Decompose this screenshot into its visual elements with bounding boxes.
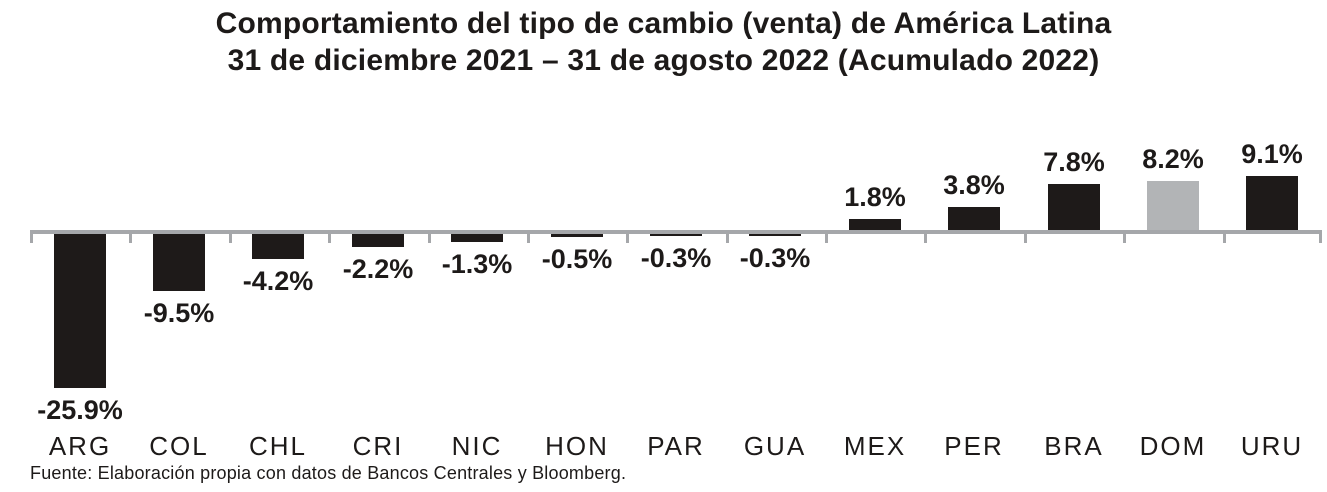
bar <box>1048 184 1100 230</box>
x-axis-line <box>30 230 1322 234</box>
axis-tick <box>726 230 729 243</box>
bar-value-label: -0.3% <box>739 243 811 273</box>
category-label: PER <box>944 431 1004 461</box>
source-note: Fuente: Elaboración propia con datos de … <box>30 463 627 483</box>
category-label: BRA <box>1044 431 1104 461</box>
axis-tick <box>229 230 232 243</box>
category-label: COL <box>149 431 209 461</box>
bar-value-label: -25.9% <box>37 395 123 425</box>
axis-tick <box>527 230 530 243</box>
bar-value-label: -1.3% <box>441 249 513 279</box>
bar <box>1147 181 1199 230</box>
category-label: CHL <box>248 431 307 461</box>
axis-tick <box>1123 230 1126 243</box>
bar-value-label: -4.2% <box>242 266 314 296</box>
bar <box>54 234 106 388</box>
axis-tick <box>924 230 927 243</box>
bar <box>749 234 801 236</box>
bar-value-label: 7.8% <box>1043 147 1105 177</box>
bar-value-label: -0.3% <box>640 243 712 273</box>
bar-value-label: 8.2% <box>1142 144 1204 174</box>
bar-value-label: -0.5% <box>541 244 613 274</box>
axis-tick <box>1223 230 1226 243</box>
bar-value-label: 9.1% <box>1241 139 1303 169</box>
bar <box>451 234 503 242</box>
category-label: CRI <box>352 431 404 461</box>
category-label: GUA <box>743 431 807 461</box>
axis-tick <box>30 230 33 243</box>
category-label: HON <box>545 431 609 461</box>
axis-tick <box>129 230 132 243</box>
bar <box>1246 176 1298 230</box>
category-label: ARG <box>48 431 112 461</box>
bar-value-label: 1.8% <box>844 182 906 212</box>
axis-tick <box>825 230 828 243</box>
axis-tick <box>626 230 629 243</box>
bar-value-label: -2.2% <box>342 254 414 284</box>
bar <box>551 234 603 237</box>
bar <box>153 234 205 291</box>
chart-title-line-2: 31 de diciembre 2021 – 31 de agosto 2022… <box>227 44 1100 77</box>
bar <box>650 234 702 236</box>
category-label: DOM <box>1139 431 1207 461</box>
axis-tick <box>428 230 431 243</box>
bar <box>352 234 404 247</box>
axis-tick <box>1319 230 1322 243</box>
axis-tick <box>1024 230 1027 243</box>
category-label: URU <box>1240 431 1304 461</box>
bar <box>948 207 1000 230</box>
bar-value-label: 3.8% <box>943 170 1005 200</box>
chart-title: Comportamiento del tipo de cambio (venta… <box>0 5 1327 79</box>
category-label: MEX <box>843 431 907 461</box>
chart-title-line-1: Comportamiento del tipo de cambio (venta… <box>215 7 1112 40</box>
axis-tick <box>328 230 331 243</box>
bar <box>849 219 901 230</box>
category-label: PAR <box>647 431 705 461</box>
bar-value-label: -9.5% <box>143 298 215 328</box>
category-label: NIC <box>451 431 503 461</box>
bar <box>252 234 304 259</box>
